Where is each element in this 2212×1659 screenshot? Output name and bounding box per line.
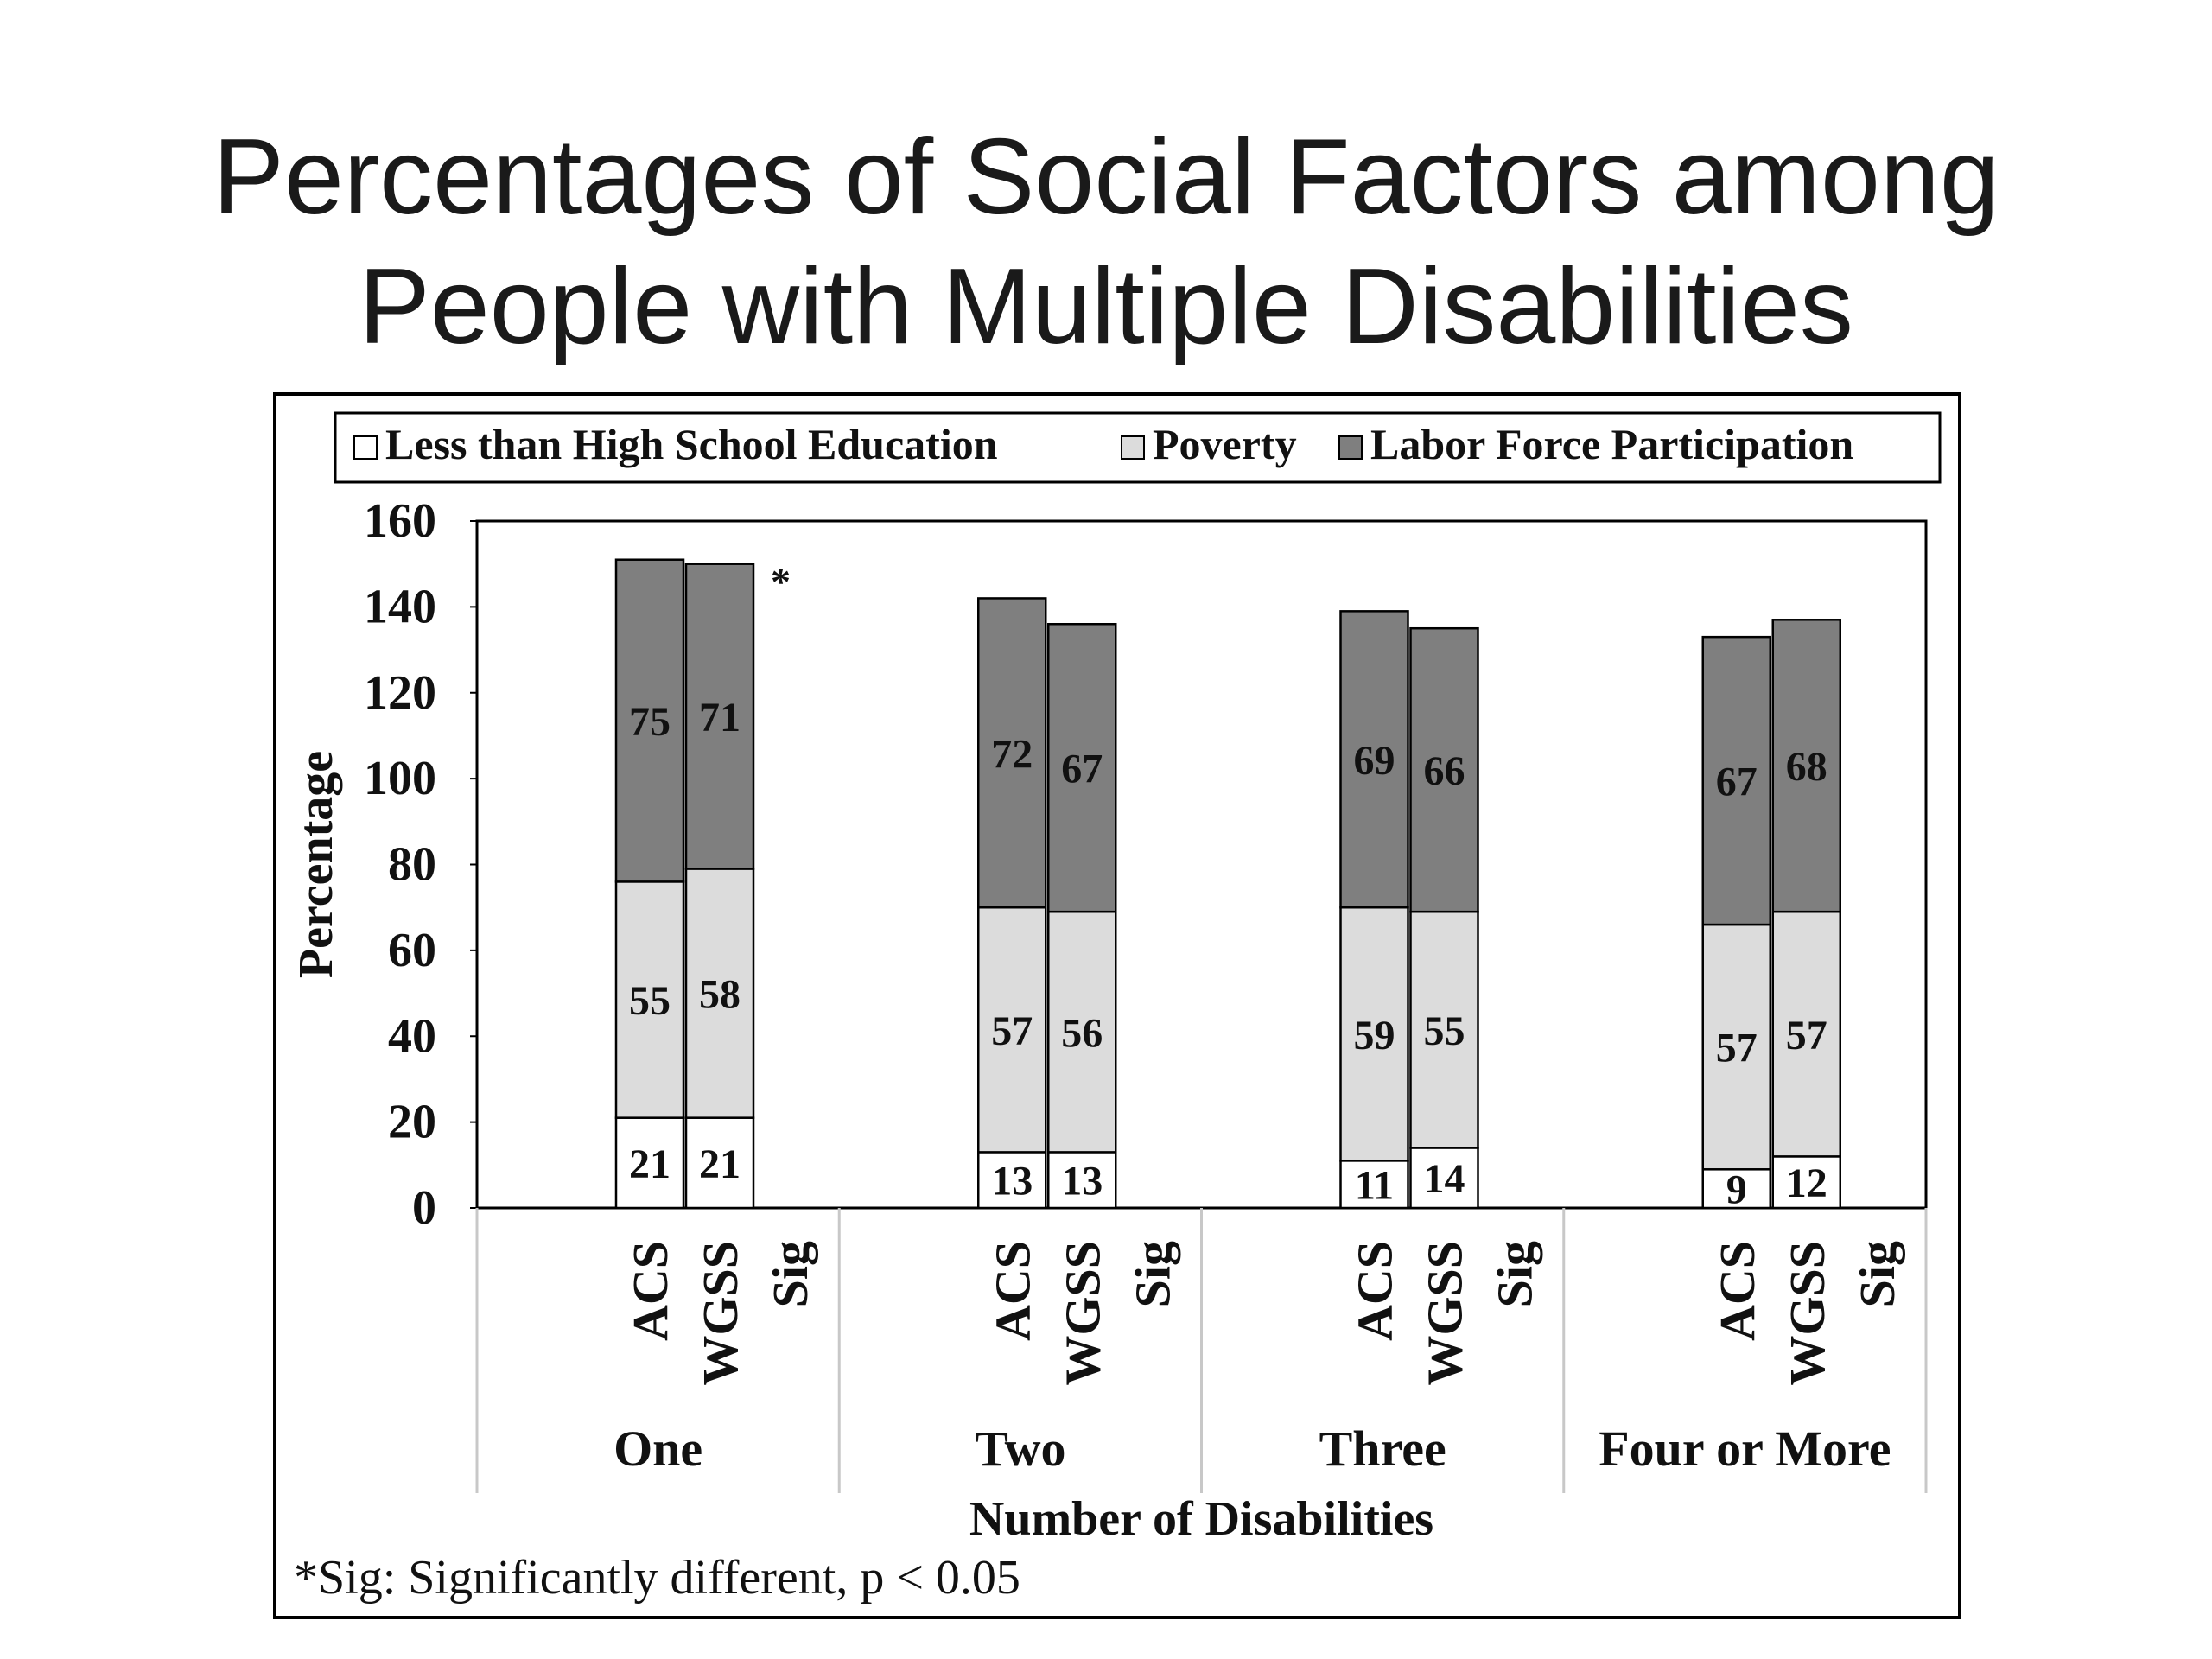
data-label-two-acs-labor-force-participation: 72 <box>991 731 1033 777</box>
y-tick-label-160: 160 <box>364 494 436 548</box>
data-label-three-wgss-less-than-high-school-education: 14 <box>1424 1156 1465 1202</box>
slide-title-line-1: Percentages of Social Factors among <box>213 118 1999 237</box>
data-label-four-or-more-wgss-less-than-high-school-education: 12 <box>1786 1160 1827 1206</box>
data-label-two-acs-less-than-high-school-education: 13 <box>991 1159 1033 1205</box>
data-label-one-wgss-less-than-high-school-education: 21 <box>699 1141 741 1187</box>
bar-segment-two-wgss-labor-force-participation <box>1047 623 1117 913</box>
bar-label-two-wgss: WGSS <box>1054 1241 1110 1386</box>
data-label-three-acs-labor-force-participation: 69 <box>1354 738 1395 784</box>
bar-segment-four-or-more-acs-poverty <box>1701 923 1771 1171</box>
chart-frame: Less than High School Education Poverty La… <box>273 392 1961 1619</box>
data-label-one-wgss-poverty: 58 <box>699 972 741 1018</box>
data-label-four-or-more-acs-poverty: 57 <box>1716 1026 1758 1071</box>
legend-label-less-than-high-school-education: Less than High School Education <box>385 420 998 468</box>
data-label-four-or-more-wgss-labor-force-participation: 68 <box>1786 744 1827 790</box>
slide-title: Percentages of Social Factors among Peop… <box>0 112 2212 372</box>
data-label-two-wgss-less-than-high-school-education: 13 <box>1061 1159 1103 1205</box>
data-label-one-acs-poverty: 55 <box>629 978 671 1024</box>
group-label-four-or-more: Four or More <box>1599 1421 1891 1477</box>
y-tick-label-0: 0 <box>412 1181 436 1235</box>
legend-label-labor-force-participation: Labor Force Participation <box>1370 420 1853 468</box>
data-label-four-or-more-acs-less-than-high-school-education: 9 <box>1726 1167 1747 1213</box>
bar-label-one-sig: Sig <box>762 1241 818 1307</box>
bar-segment-four-or-more-wgss-labor-force-participation <box>1771 619 1841 913</box>
significance-marker-one: * <box>771 560 791 604</box>
group-label-one: One <box>613 1421 702 1477</box>
legend-swatch-less-than-high-school-education <box>353 435 378 460</box>
bar-label-four-or-more-sig: Sig <box>1849 1241 1905 1307</box>
y-tick-label-120: 120 <box>364 666 436 720</box>
data-label-four-or-more-acs-labor-force-participation: 67 <box>1716 760 1758 805</box>
y-tick-label-80: 80 <box>388 838 436 892</box>
bar-segment-one-acs-labor-force-participation <box>614 558 685 883</box>
bar-segment-three-wgss-poverty <box>1409 910 1479 1149</box>
bar-label-three-acs: ACS <box>1347 1241 1403 1341</box>
bar-segment-three-acs-less-than-high-school-education <box>1339 1160 1409 1210</box>
data-label-two-acs-poverty: 57 <box>991 1008 1033 1054</box>
y-axis-label: Percentage <box>289 751 343 978</box>
bar-label-four-or-more-wgss: WGSS <box>1779 1241 1835 1386</box>
bar-label-two-acs: ACS <box>984 1241 1040 1341</box>
bar-segment-one-acs-less-than-high-school-education <box>614 1116 685 1210</box>
bar-label-three-sig: Sig <box>1487 1241 1543 1307</box>
bar-label-two-sig: Sig <box>1124 1241 1180 1307</box>
data-label-three-wgss-poverty: 55 <box>1424 1008 1465 1054</box>
y-tick-label-20: 20 <box>388 1096 436 1149</box>
bar-segment-three-acs-poverty <box>1339 906 1409 1162</box>
y-tick-label-60: 60 <box>388 924 436 977</box>
data-label-three-acs-less-than-high-school-education: 11 <box>1355 1163 1394 1209</box>
chart-footnote: *Sig: Significantly different, p < 0.05 <box>294 1551 1020 1605</box>
data-label-one-acs-less-than-high-school-education: 21 <box>629 1141 671 1187</box>
data-label-four-or-more-wgss-poverty: 57 <box>1786 1013 1827 1058</box>
y-tick-label-100: 100 <box>364 752 436 805</box>
bar-segment-three-wgss-less-than-high-school-education <box>1409 1147 1479 1210</box>
data-label-one-wgss-labor-force-participation: 71 <box>699 695 741 741</box>
bar-segment-two-wgss-less-than-high-school-education <box>1047 1151 1117 1210</box>
bar-segment-two-acs-labor-force-participation <box>977 597 1047 909</box>
legend-swatch-poverty <box>1121 435 1145 460</box>
group-label-two: Two <box>975 1421 1065 1477</box>
bar-segment-three-acs-labor-force-participation <box>1339 610 1409 909</box>
bar-segment-two-wgss-poverty <box>1047 910 1117 1154</box>
data-label-three-wgss-labor-force-participation: 66 <box>1424 748 1465 794</box>
y-tick-label-140: 140 <box>364 580 436 633</box>
bar-segment-one-acs-poverty <box>614 880 685 1119</box>
stacked-bar-chart: Less than High School Education Poverty La… <box>289 411 1942 1605</box>
y-tick-label-40: 40 <box>388 1009 436 1063</box>
bar-segment-four-or-more-acs-labor-force-participation <box>1701 635 1771 926</box>
x-axis-label: Number of Disabilities <box>969 1492 1433 1546</box>
legend-swatch-labor-force-participation <box>1338 435 1363 460</box>
group-label-three: Three <box>1319 1421 1446 1477</box>
bar-label-one-wgss: WGSS <box>692 1241 748 1386</box>
slide-title-line-2: People with Multiple Disabilities <box>359 247 1853 366</box>
bar-segment-four-or-more-wgss-poverty <box>1771 910 1841 1158</box>
data-label-two-wgss-poverty: 56 <box>1061 1010 1103 1056</box>
data-label-two-wgss-labor-force-participation: 67 <box>1061 747 1103 792</box>
data-label-one-acs-labor-force-participation: 75 <box>629 699 671 745</box>
legend-label-poverty: Poverty <box>1153 420 1297 468</box>
bar-segment-one-wgss-labor-force-participation <box>684 563 755 870</box>
bar-label-four-or-more-acs: ACS <box>1709 1241 1765 1341</box>
bar-segment-two-acs-poverty <box>977 906 1047 1154</box>
bar-segment-three-wgss-labor-force-participation <box>1409 626 1479 913</box>
bar-label-one-acs: ACS <box>622 1241 678 1341</box>
bar-label-three-wgss: WGSS <box>1417 1241 1473 1386</box>
data-label-three-acs-poverty: 59 <box>1354 1013 1395 1058</box>
